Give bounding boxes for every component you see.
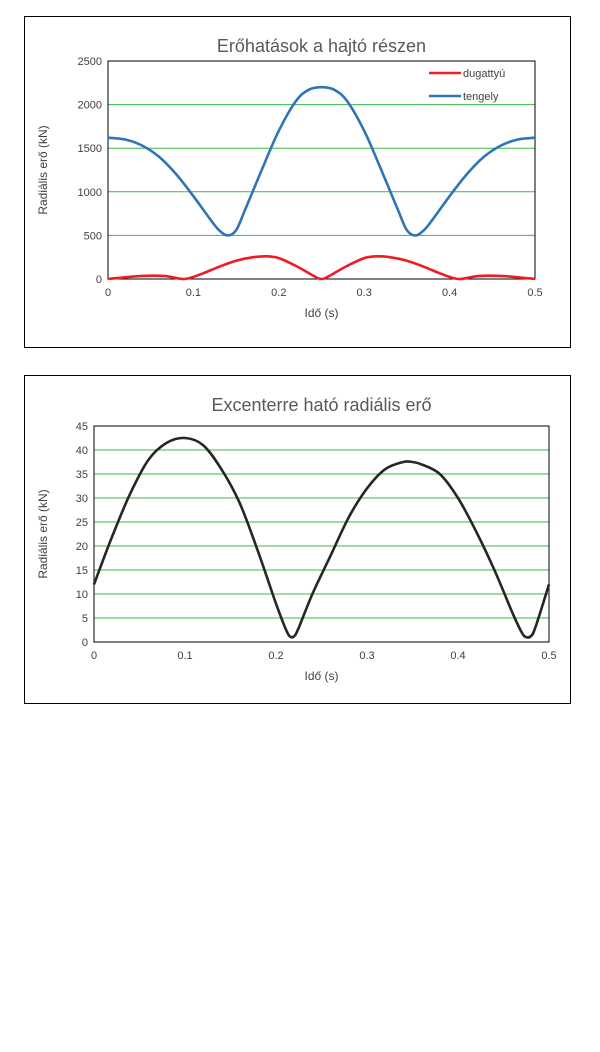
y-tick-label: 1000 <box>78 187 102 199</box>
x-axis-label: Idő (s) <box>304 669 338 683</box>
y-axis-label: Radiális erő (kN) <box>36 125 50 214</box>
y-tick-label: 30 <box>76 493 88 505</box>
series-line-dugattyú <box>107 254 536 281</box>
y-tick-label: 40 <box>76 445 88 457</box>
x-tick-label: 0.3 <box>359 650 374 662</box>
y-tick-label: 2500 <box>78 56 102 68</box>
chart-title: Erőhatások a hajtó részen <box>217 36 426 56</box>
x-tick-label: 0.2 <box>268 650 283 662</box>
chart-1-svg: Erőhatások a hajtó részen 0 500 1000 1500 200… <box>36 36 543 320</box>
y-tick-label: 10 <box>76 589 88 601</box>
series-line-tengely <box>107 85 536 237</box>
y-tick-label: 0 <box>82 637 88 649</box>
series-line-series-0 <box>92 436 551 639</box>
x-tick-label: 0.4 <box>450 650 465 662</box>
x-tick-label: 0.4 <box>442 287 457 299</box>
plot-area <box>93 425 550 643</box>
y-tick-label: 35 <box>76 469 88 481</box>
x-axis-label: Idő (s) <box>304 306 338 320</box>
x-tick-label: 0.2 <box>271 287 286 299</box>
chart-title: Excenterre ható radiális erő <box>211 395 431 415</box>
y-tick-label: 15 <box>76 565 88 577</box>
y-tick-label: 500 <box>84 230 102 242</box>
x-tick-label: 0.5 <box>527 287 542 299</box>
x-tick-label: 0.5 <box>541 650 556 662</box>
chart-eccentric-force: Excenterre ható radiális erő 0 5 10 15 20 25 30… <box>24 375 571 704</box>
y-tick-label: 20 <box>76 541 88 553</box>
x-tick-label: 0 <box>91 650 97 662</box>
y-tick-label: 45 <box>76 421 88 433</box>
x-tick-label: 0.3 <box>357 287 372 299</box>
chart-2-svg: Excenterre ható radiális erő 0 5 10 15 20 25 30… <box>36 395 557 683</box>
chart-forces-drive: Erőhatások a hajtó részen 0 500 1000 1500 200… <box>24 16 571 348</box>
x-tick-label: 0.1 <box>177 650 192 662</box>
x-tick-label: 0.1 <box>186 287 201 299</box>
y-tick-label: 2000 <box>78 100 102 112</box>
y-tick-label: 0 <box>96 274 102 286</box>
y-tick-label: 25 <box>76 517 88 529</box>
legend-entry: dugattyú <box>463 68 505 80</box>
x-tick-label: 0 <box>105 287 111 299</box>
y-tick-label: 1500 <box>78 143 102 155</box>
y-tick-label: 5 <box>82 613 88 625</box>
y-axis-label: Radiális erő (kN) <box>36 489 50 578</box>
legend-entry: tengely <box>463 91 499 103</box>
